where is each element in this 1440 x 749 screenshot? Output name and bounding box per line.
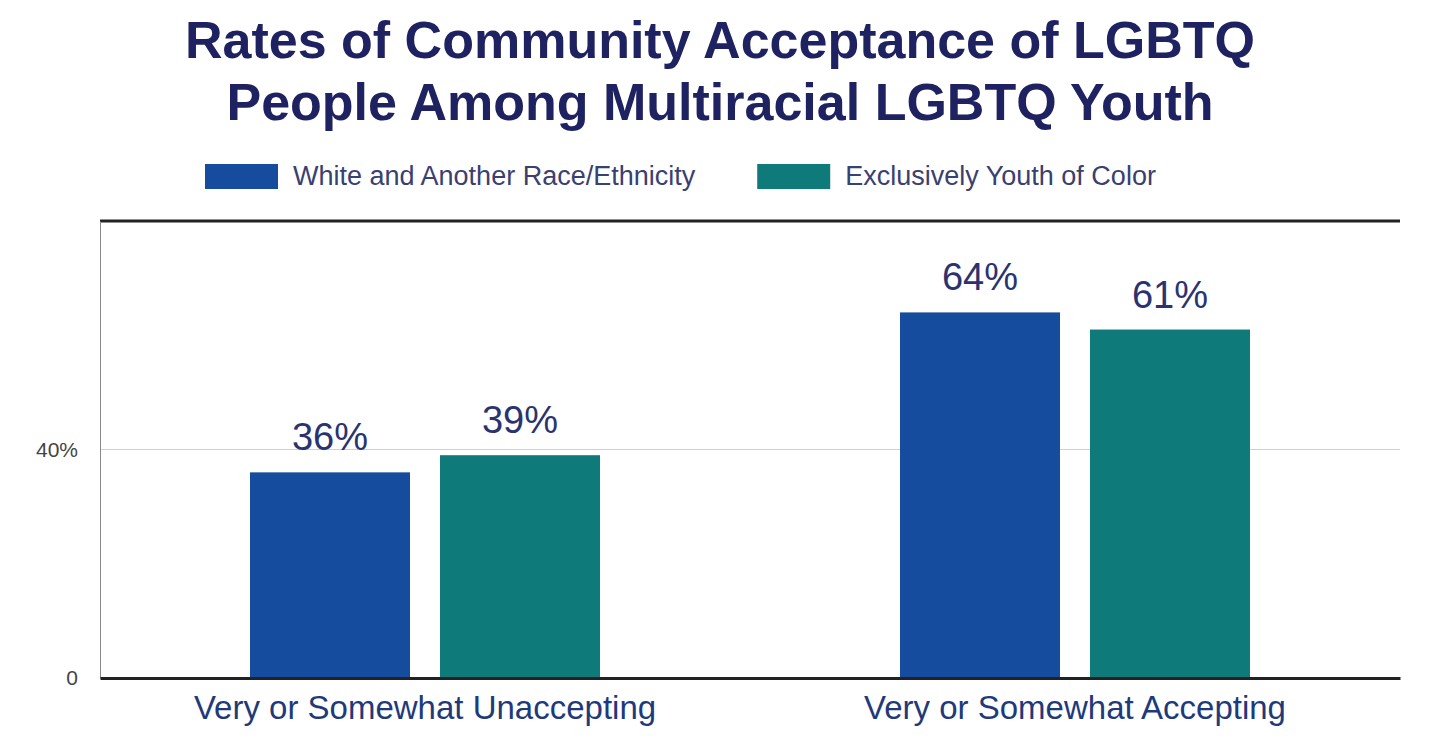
x-tick: Very or Somewhat Accepting xyxy=(864,678,1286,726)
x-axis-line xyxy=(101,677,1401,680)
legend-label: Exclusively Youth of Color xyxy=(845,161,1156,191)
y-tick: 40% xyxy=(36,438,100,461)
bar xyxy=(440,455,600,678)
title-line: Rates of Community Acceptance of LGBTQ xyxy=(185,11,1255,69)
title-line: People Among Multiracial LGBTQ Youth xyxy=(226,73,1213,131)
x-tick-label: Very or Somewhat Unaccepting xyxy=(194,689,656,726)
title: Rates of Community Acceptance of LGBTQPe… xyxy=(185,11,1255,131)
title-group: Rates of Community Acceptance of LGBTQPe… xyxy=(185,11,1255,131)
legend-swatch xyxy=(205,164,278,189)
legend-item: White and Another Race/Ethnicity xyxy=(205,161,696,191)
y-axis-line xyxy=(100,222,101,679)
bar xyxy=(900,312,1060,678)
y-axis: 0 40% xyxy=(36,222,101,690)
data-label: 36% xyxy=(292,416,368,458)
data-label: 64% xyxy=(942,256,1018,298)
data-labels: 36% 64% 39% 61% xyxy=(292,256,1208,458)
grid-line xyxy=(100,678,1400,679)
legend-swatch xyxy=(757,164,830,189)
bars xyxy=(250,312,1250,678)
legend: White and Another Race/Ethnicity Exclusiv… xyxy=(205,161,1156,191)
x-axis: Very or Somewhat Unaccepting Very or Some… xyxy=(101,678,1401,726)
data-label: 61% xyxy=(1132,274,1208,316)
legend-item: Exclusively Youth of Color xyxy=(757,161,1156,191)
y-tick-label: 40% xyxy=(36,438,78,461)
x-tick: Very or Somewhat Unaccepting xyxy=(194,678,656,726)
legend-label: White and Another Race/Ethnicity xyxy=(293,161,696,191)
y-tick: 0 xyxy=(66,666,100,689)
bar xyxy=(1090,330,1250,678)
x-tick-label: Very or Somewhat Accepting xyxy=(864,689,1286,726)
bar xyxy=(250,472,410,678)
chart: Rates of Community Acceptance of LGBTQPe… xyxy=(0,0,1440,749)
data-label: 39% xyxy=(482,399,558,441)
y-tick-label: 0 xyxy=(66,666,78,689)
plot-frame-top xyxy=(100,220,1400,223)
